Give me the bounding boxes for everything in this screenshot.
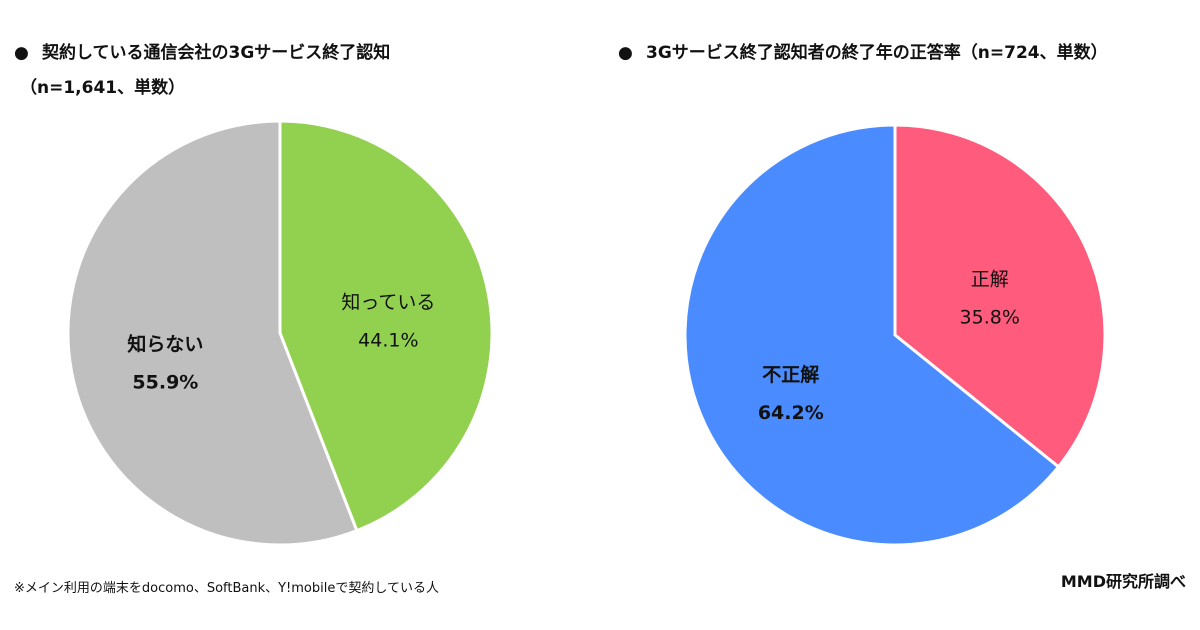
pie-1-slice-0-value: 35.8% xyxy=(960,307,1020,329)
pie-0-slice-0 xyxy=(278,119,494,533)
left-title-text: 契約している通信会社の3Gサービス終了認知 xyxy=(42,43,391,63)
right-title-text: 3Gサービス終了認知者の終了年の正答率（n=724、単数） xyxy=(646,43,1108,63)
left-chart-subtitle: （n=1,641、単数） xyxy=(20,78,186,98)
pie-0-slice-0-value: 44.1% xyxy=(358,330,418,352)
pie-1-slice-1-value: 64.2% xyxy=(758,402,824,424)
pie-1-slice-1 xyxy=(683,123,1061,547)
pie-1-slice-0 xyxy=(893,123,1107,469)
right-chart-title: ● 3Gサービス終了認知者の終了年の正答率（n=724、単数） xyxy=(618,38,1108,68)
pie-0-slice-1 xyxy=(66,119,359,547)
left-title-bullet: ● xyxy=(14,43,29,63)
pie-0-slice-1-label: 知らない xyxy=(127,332,203,355)
pie-1-slice-1-label: 不正解 xyxy=(762,363,819,386)
pie-0-slice-1-value: 55.9% xyxy=(132,371,198,393)
footnote: ※メイン利用の端末をdocomo、SoftBank、Y!mobileで契約してい… xyxy=(14,581,439,596)
right-title-bullet: ● xyxy=(618,43,633,63)
left-chart-title: ● 契約している通信会社の3Gサービス終了認知 xyxy=(14,38,390,68)
source-credit: MMD研究所調べ xyxy=(1060,572,1186,591)
pie-1-slice-0-label: 正解 xyxy=(971,269,1009,291)
pie-0-slice-0-label: 知っている xyxy=(341,292,435,314)
